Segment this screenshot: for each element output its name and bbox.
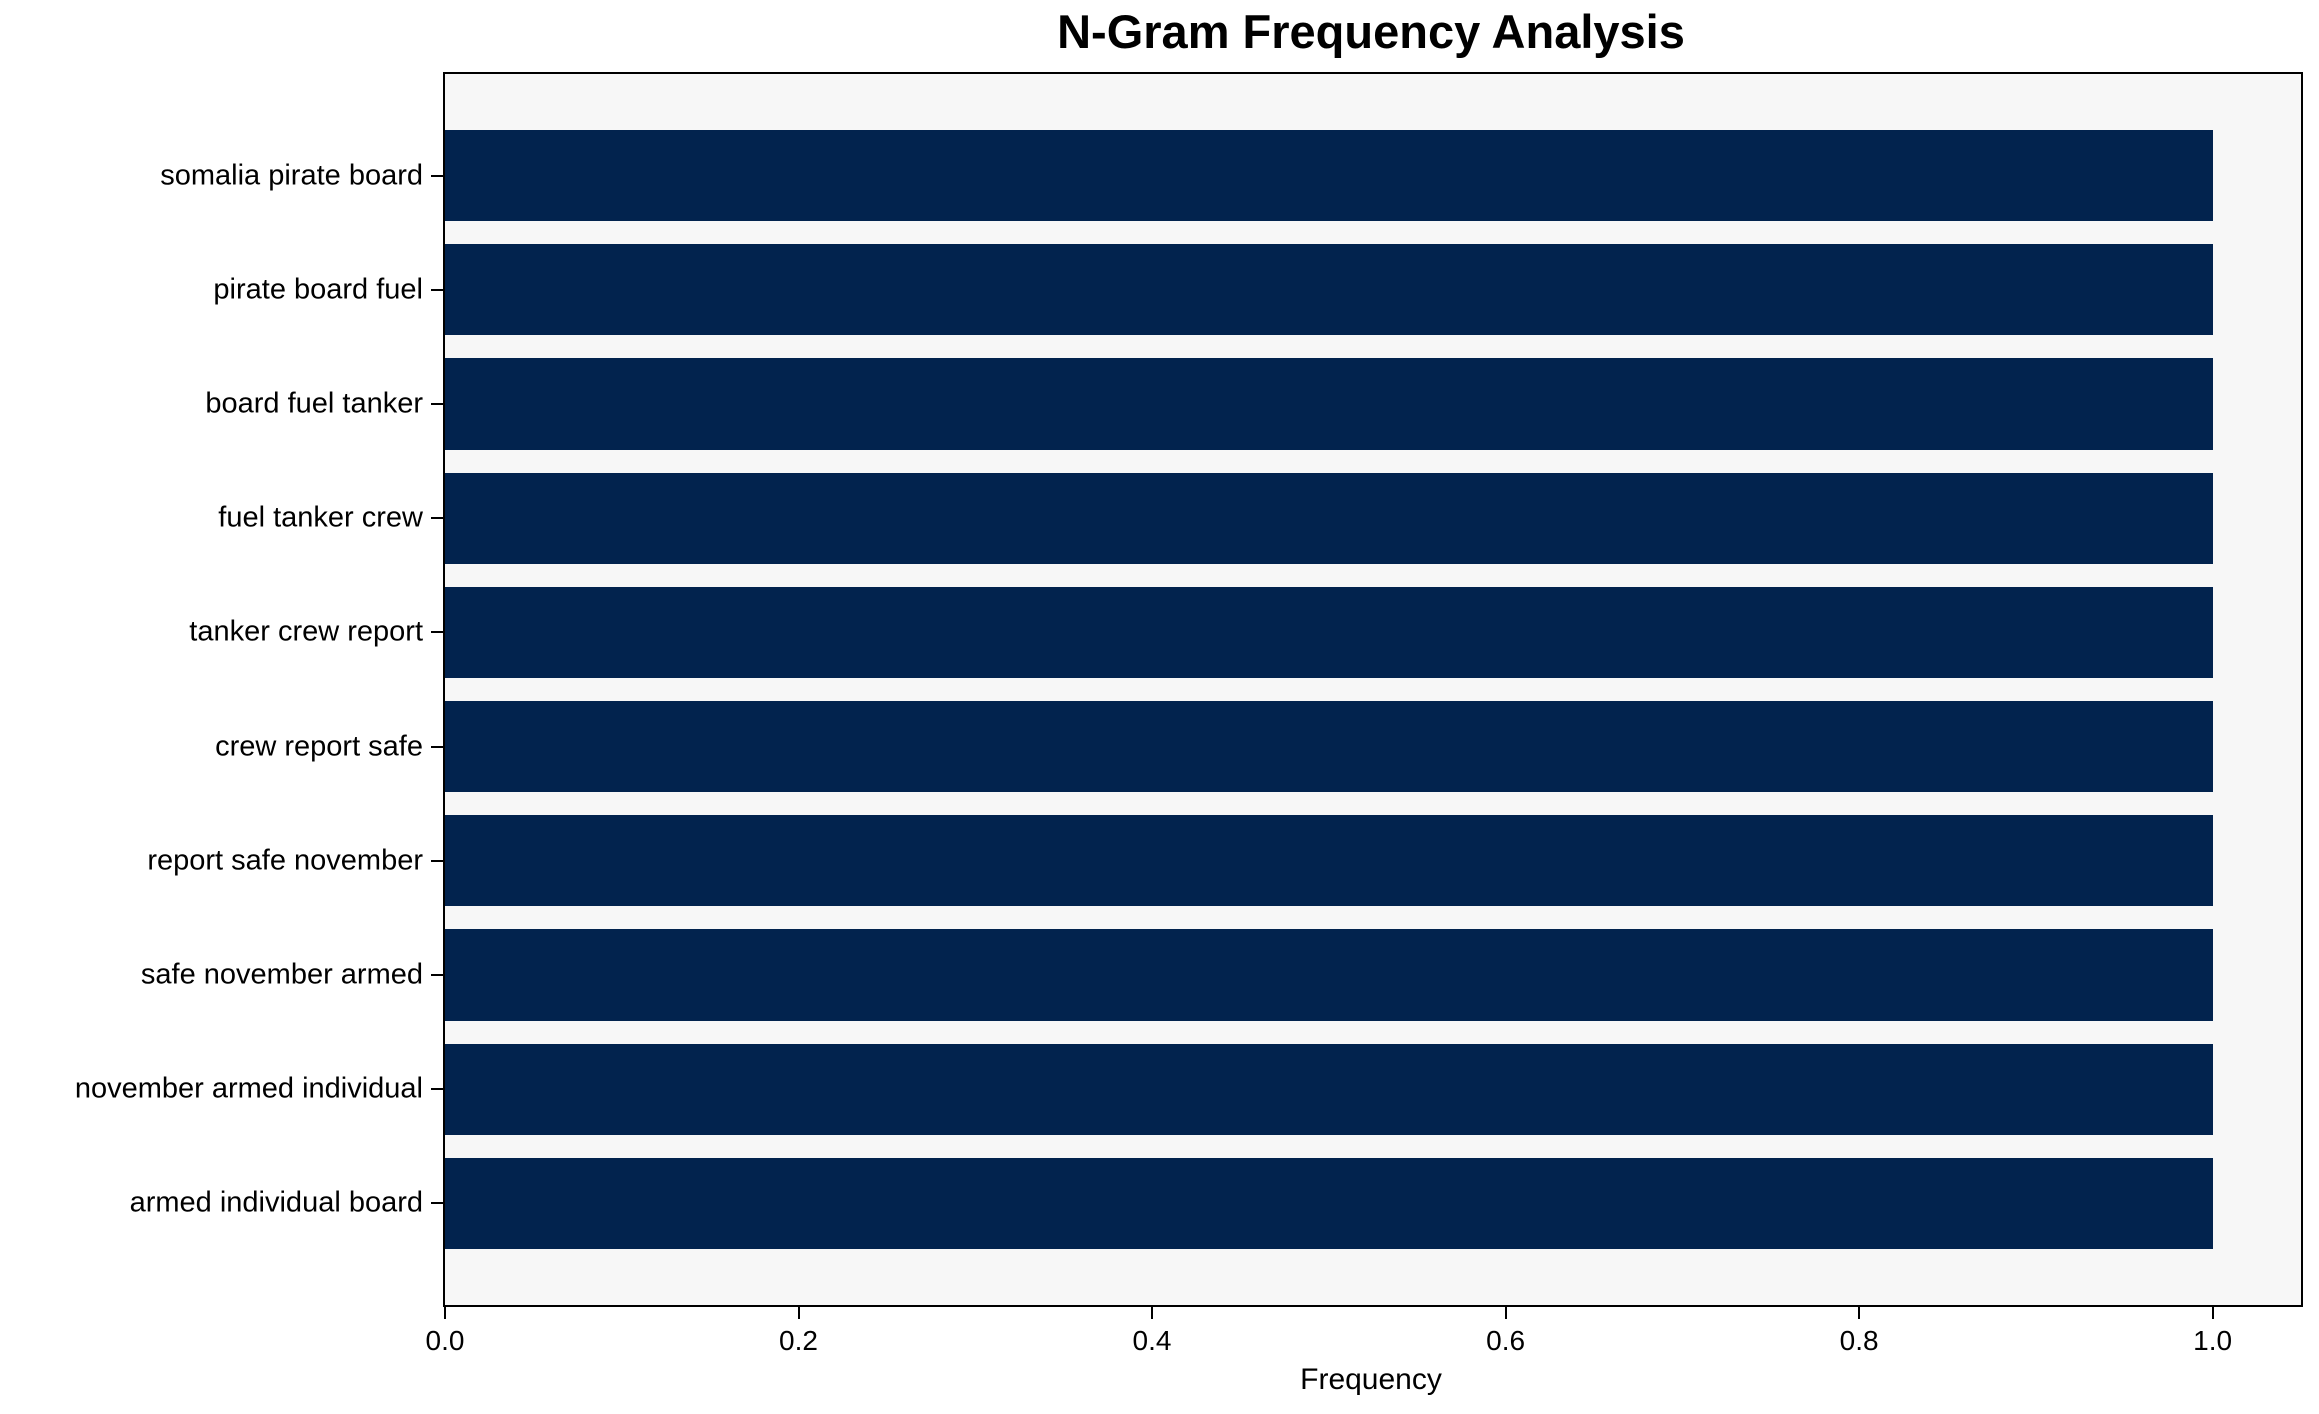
bar	[445, 130, 2213, 222]
bar	[445, 1043, 2213, 1135]
x-axis-tick-label: 0.6	[1486, 1325, 1526, 1356]
chart-title: N-Gram Frequency Analysis	[1057, 5, 1685, 58]
bar	[445, 1157, 2213, 1250]
x-axis-tick	[1858, 1307, 1861, 1319]
y-axis-tick	[431, 517, 443, 520]
y-axis-tick-label: november armed individual	[74, 1072, 423, 1105]
x-axis-tick-label: 0.4	[1132, 1325, 1172, 1356]
x-axis-tick-label: 0.2	[779, 1325, 818, 1356]
bar	[445, 472, 2213, 564]
y-axis-tick-label: pirate board fuel	[213, 273, 423, 306]
y-axis-tick-label: somalia pirate board	[160, 159, 423, 192]
y-axis-tick	[431, 288, 443, 291]
y-axis-tick-label: armed individual board	[129, 1186, 423, 1219]
bar	[445, 700, 2213, 793]
bar	[445, 929, 2213, 1021]
y-axis-tick	[431, 1202, 443, 1205]
x-axis-tick-label: 0.0	[425, 1325, 465, 1356]
x-axis-label: Frequency	[1300, 1363, 1442, 1396]
bar	[445, 586, 2213, 679]
y-axis-tick	[431, 974, 443, 976]
y-axis-tick-label: safe november armed	[140, 958, 423, 991]
y-axis-tick	[431, 745, 443, 748]
bar	[445, 815, 2213, 907]
bar	[445, 244, 2213, 336]
x-axis-tick	[2211, 1307, 2214, 1319]
x-axis-tick-label: 1.0	[2193, 1325, 2233, 1356]
y-axis-tick	[431, 1088, 443, 1091]
y-axis-tick	[431, 403, 443, 405]
y-axis-tick-label: fuel tanker crew	[218, 501, 423, 534]
x-axis-tick	[1504, 1307, 1507, 1319]
y-axis-tick	[431, 859, 443, 862]
plot-area: somalia pirate board pirate board fuel boa…	[75, 72, 2303, 1355]
y-axis-tick-label: crew report safe	[215, 730, 423, 763]
y-axis-tick-label: tanker crew report	[189, 615, 423, 648]
y-axis-tick-label: report safe november	[147, 844, 423, 877]
y-axis-tick	[431, 631, 443, 634]
y-axis-tick-label: board fuel tanker	[205, 387, 423, 420]
x-axis-tick-label: 0.8	[1839, 1325, 1879, 1356]
bar	[445, 358, 2213, 450]
y-axis-tick	[431, 174, 443, 177]
x-axis-tick	[1151, 1307, 1153, 1319]
x-axis-tick	[797, 1307, 800, 1319]
x-axis-tick	[444, 1307, 446, 1319]
